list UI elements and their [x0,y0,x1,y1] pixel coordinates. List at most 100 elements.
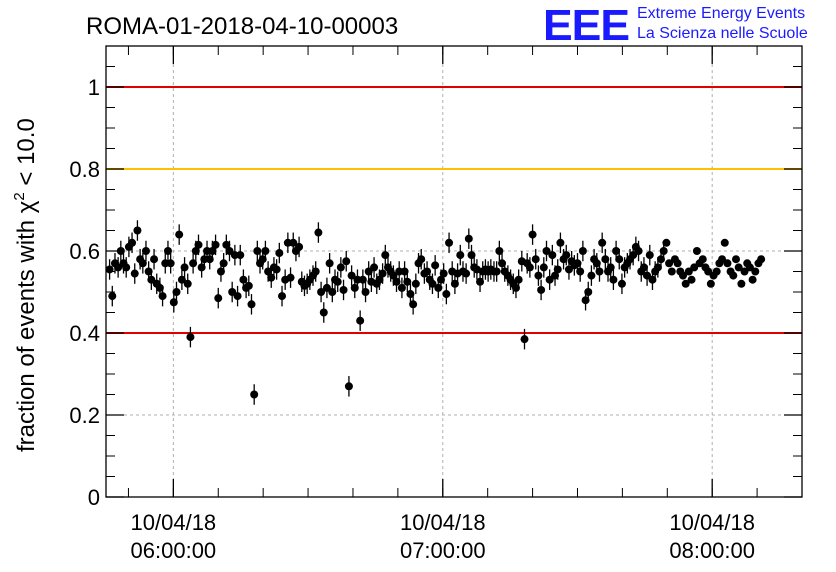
logo-mark: EEE [543,1,629,50]
data-point [445,238,454,247]
data-point [615,255,624,264]
data-point [311,267,320,276]
data-point [520,335,529,344]
data-point [601,255,610,264]
data-point [163,247,172,255]
data-point [417,255,426,264]
data-point [584,288,593,296]
data-point [208,247,217,255]
data-point [578,247,587,255]
data-point [317,288,326,296]
data-point [336,263,345,272]
data-point [439,269,448,278]
x-tick-time-label: 08:00:00 [669,538,755,563]
data-point [378,269,387,278]
data-point [617,279,626,288]
data-point [648,275,657,284]
data-point [657,255,666,264]
y-axis-label-threshold: < 10.0 [13,118,40,192]
data-point [434,283,443,292]
x-tick-time-label: 07:00:00 [400,538,486,563]
data-point [356,316,365,325]
y-axis-label: fraction of events with χ2 < 10.0 [11,118,40,452]
data-point [645,251,654,260]
data-point [108,292,117,301]
data-point [180,263,189,272]
data-point [659,247,668,255]
data-point [247,300,256,309]
data-point [158,292,167,301]
data-point [236,251,245,260]
data-point [662,238,671,247]
data-point [548,251,557,260]
data-point [381,251,390,260]
data-point [138,259,147,268]
data-point [150,255,159,264]
data-point [166,259,175,268]
data-point [731,255,740,264]
data-point [665,259,674,268]
data-point [289,238,298,247]
data-point [186,333,195,342]
data-point [286,273,295,282]
data-point [514,275,523,284]
data-point [720,238,729,247]
data-point [492,267,501,276]
x-tick-date-label: 10/04/18 [131,510,217,535]
data-point [450,279,459,288]
data-point [751,267,760,276]
data-point [537,285,546,294]
data-point [737,279,746,288]
data-point [562,251,571,260]
data-point [606,263,615,272]
data-point [194,240,203,249]
data-point [573,259,582,268]
data-point [528,230,537,239]
data-point [233,292,242,301]
y-tick-label: 0.6 [69,239,100,264]
data-point [712,267,721,276]
data-point [239,275,248,284]
y-axis-ticks: 0 0.2 0.4 0.6 0.8 1 [69,45,802,510]
data-point [525,263,534,272]
data-point [211,240,220,249]
x-tick-date-label: 10/04/18 [400,510,486,535]
data-point [595,267,604,276]
logo-line1: Extreme Energy Events [637,5,805,22]
data-point [219,259,228,268]
data-point [244,281,253,290]
data-point [358,275,367,284]
data-point [464,234,473,243]
data-point [436,275,445,284]
data-point [681,279,690,288]
data-point [216,267,225,276]
data-point [476,277,485,286]
data-point [679,271,688,280]
data-point [511,283,520,292]
data-point [634,247,643,255]
data-point [542,247,551,255]
data-point [409,300,418,309]
y-tick-label: 0.8 [69,157,100,182]
data-point [551,271,560,280]
data-point [275,249,284,258]
data-point [264,267,273,276]
data-point [442,290,451,299]
data-point [692,247,701,255]
data-point [587,271,596,280]
data-point [392,277,401,286]
logo-line2: La Scienza nelle Scuole [637,25,808,42]
data-point [105,265,114,274]
y-tick-label: 0.4 [69,321,100,346]
reference-lines [106,86,802,334]
chart-title: ROMA-01-2018-04-10-00003 [86,13,398,40]
data-point [183,279,192,288]
data-point [342,257,351,266]
data-point [130,269,139,278]
x-axis-ticks: 10/04/18 06:00:00 10/04/18 07:00:00 10/04/18… [127,46,803,563]
data-point [272,265,281,274]
data-point [267,273,276,282]
data-point [370,263,379,272]
data-point [639,263,648,272]
data-point [431,261,440,270]
